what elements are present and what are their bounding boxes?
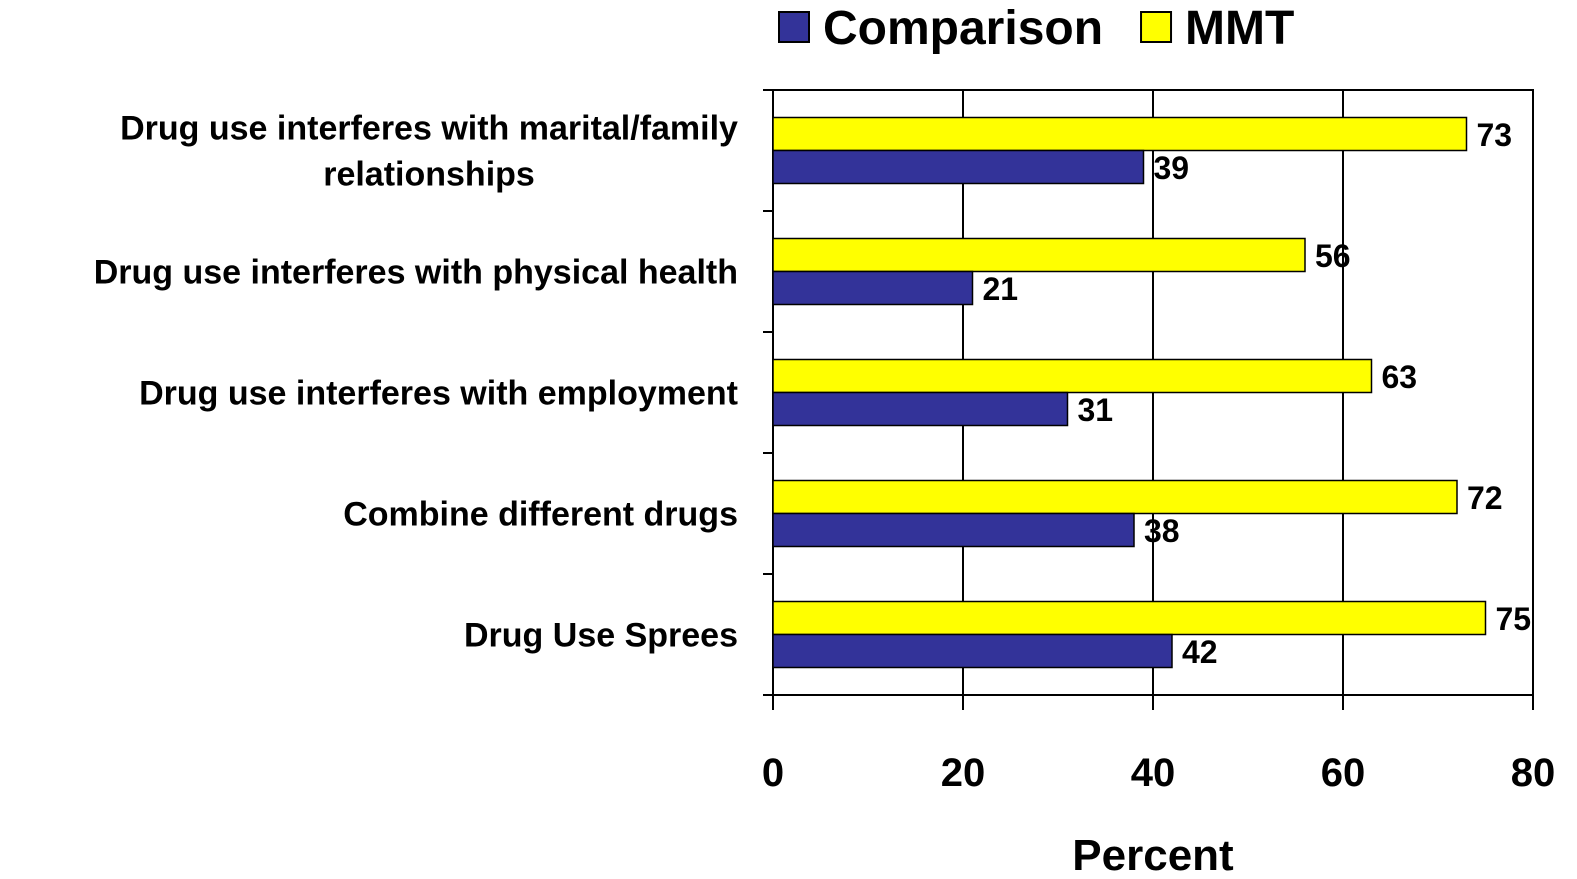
data-label: 38 [1144,513,1180,549]
legend-swatch-mmt [1140,11,1173,43]
x-tick-label: 0 [762,751,784,795]
legend: Comparison MMT [778,2,1294,55]
bar-mmt [772,237,1306,273]
category-label: Drug use interferes with marital/family r… [120,110,738,194]
data-label: 63 [1382,359,1418,395]
data-label: 73 [1477,117,1513,153]
x-axis-title: Percent [1072,831,1234,879]
data-label: 42 [1182,634,1218,670]
category-label: Drug use interferes with physical health [94,254,738,292]
x-axis-ticks: 0 20 40 60 80 [762,695,1555,795]
bar-comparison [772,270,974,306]
data-label: 31 [1078,392,1114,428]
category-label: Combine different drugs [343,496,738,534]
bar-comparison [772,391,1069,427]
category-label: Drug Use Sprees [464,617,738,655]
bar-mmt [772,600,1487,636]
bar-mmt [772,116,1468,152]
x-tick-label: 40 [1131,751,1176,795]
legend-swatch-comparison [778,11,810,43]
legend-label-comparison: Comparison [823,2,1103,55]
bar-comparison [772,512,1135,548]
data-label: 39 [1154,150,1190,186]
category-label: Drug use interferes with employment [139,375,738,413]
x-tick-label: 80 [1511,751,1556,795]
data-label: 72 [1467,480,1503,516]
bar-comparison [772,633,1173,669]
data-label: 56 [1315,238,1351,274]
bar-comparison [772,149,1145,185]
category-labels: Drug use interferes with marital/family r… [94,110,738,655]
bar-mmt [772,358,1373,394]
data-label: 75 [1496,601,1532,637]
x-tick-label: 60 [1321,751,1366,795]
bar-mmt [772,479,1458,515]
legend-label-mmt: MMT [1185,2,1294,55]
x-tick-label: 20 [941,751,986,795]
data-label: 21 [983,271,1019,307]
plot-area: 73 39 56 21 63 31 72 38 75 42 [763,89,1534,696]
